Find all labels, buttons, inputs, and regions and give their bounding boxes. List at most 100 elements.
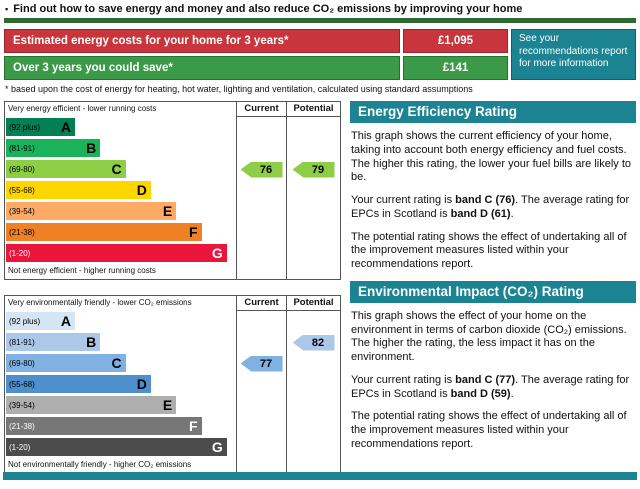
current-cell	[236, 332, 286, 353]
potential-column-footer	[286, 264, 340, 279]
band-c-bar: (69-80) C	[6, 160, 126, 178]
average-rating-bold: band D (61)	[450, 207, 511, 220]
potential-column-header: Potential	[286, 296, 340, 311]
band-letter: D	[136, 376, 147, 392]
rating-band-row: (92 plus) A	[5, 117, 340, 138]
band-bar-area: (81-91) B	[5, 138, 236, 159]
potential-cell	[286, 201, 340, 222]
band-bar-area: (1-20) G	[5, 437, 236, 458]
band-c-bar: (69-80) C	[6, 354, 126, 372]
band-bar-area: (21-38) F	[5, 416, 236, 437]
text-segment: Your current rating is	[351, 194, 456, 206]
current-cell	[236, 437, 286, 458]
environmental-impact-chart: Very environmentally friendly - lower CO…	[4, 295, 341, 474]
environmental-rating-heading: Environmental Impact (CO₂) Rating	[350, 280, 636, 303]
text-segment: Your current rating is	[351, 373, 456, 386]
rating-band-row: (1-20) G	[5, 243, 340, 264]
chart-top-caption: Very energy efficient - lower running co…	[8, 104, 157, 113]
band-range-label: (92 plus)	[9, 122, 41, 132]
text-column: Energy Efficiency Rating This graph show…	[350, 101, 636, 489]
band-letter: E	[162, 203, 173, 219]
band-letter: G	[211, 245, 223, 261]
band-range-label: (69-80)	[9, 358, 35, 368]
text-segment: .	[510, 207, 514, 220]
band-letter: E	[162, 397, 173, 413]
energy-efficiency-chart: Very energy efficient - lower running co…	[4, 101, 341, 280]
chart-top-caption: Very environmentally friendly - lower CO…	[8, 298, 192, 307]
band-letter: A	[60, 119, 71, 135]
rating-band-row: (39-54) E	[5, 201, 340, 222]
charts-column: Very energy efficient - lower running co…	[4, 101, 341, 489]
potential-cell	[286, 374, 340, 395]
energy-paragraph-3: The potential rating shows the effect of…	[351, 230, 627, 271]
band-a-bar: (92 plus) A	[6, 312, 75, 330]
rating-band-row: (81-91) B 82	[5, 332, 340, 353]
potential-cell	[286, 243, 340, 264]
band-bar-area: (1-20) G	[5, 243, 236, 264]
band-range-label: (1-20)	[9, 248, 31, 258]
rating-band-row: (39-54) E	[5, 395, 340, 416]
rating-band-row: (69-80) C 77	[5, 353, 340, 374]
band-a-bar: (92 plus) A	[6, 118, 75, 136]
environment-paragraph-2: Your current rating is band C (77). The …	[351, 374, 636, 402]
text-segment: . The average rating for EPCs in Scotlan…	[351, 194, 630, 220]
band-letter: B	[86, 334, 97, 350]
band-e-bar: (39-54) E	[6, 396, 177, 414]
band-range-label: (21-38)	[9, 227, 35, 237]
band-bar-area: (39-54) E	[5, 395, 236, 416]
potential-column-header: Potential	[286, 102, 340, 117]
savings-label: Over 3 years you could save*	[4, 56, 400, 80]
section-title-line: ▪ Find out how to save energy and money …	[3, 2, 637, 17]
environment-paragraph-3: The potential rating shows the effect of…	[351, 410, 627, 450]
band-bar-area: (39-54) E	[5, 201, 236, 222]
current-cell	[236, 374, 286, 395]
estimated-costs-value: £1,095	[403, 29, 508, 53]
current-column-header: Current	[236, 102, 286, 117]
current-cell	[236, 243, 286, 264]
potential-cell	[286, 437, 340, 458]
rating-band-row: (55-68) D	[5, 374, 340, 395]
band-range-label: (92 plus)	[9, 316, 41, 326]
text-segment: .	[510, 387, 514, 400]
band-letter: B	[86, 140, 97, 156]
energy-paragraph-2: Your current rating is band C (76). The …	[351, 194, 636, 222]
potential-cell	[286, 353, 340, 374]
band-e-bar: (39-54) E	[6, 202, 177, 220]
band-range-label: (55-68)	[9, 379, 35, 389]
ratings-area: Very energy efficient - lower running co…	[4, 101, 636, 489]
estimated-costs-label: Estimated energy costs for your home for…	[4, 29, 400, 53]
rating-band-row: (21-38) F	[5, 222, 340, 243]
current-cell	[236, 395, 286, 416]
band-letter: D	[136, 182, 147, 198]
environment-paragraph-1: This graph shows the effect of your home…	[351, 309, 627, 363]
potential-cell	[286, 416, 340, 437]
band-range-label: (39-54)	[9, 206, 35, 216]
band-f-bar: (21-38) F	[6, 417, 202, 435]
rating-arrow: 82	[292, 334, 335, 351]
band-range-label: (81-91)	[9, 143, 35, 153]
rating-arrow: 77	[240, 355, 283, 372]
current-column-header: Current	[236, 296, 286, 311]
potential-cell	[286, 395, 340, 416]
band-letter: F	[188, 418, 198, 434]
potential-cell	[286, 311, 340, 332]
potential-cell	[286, 222, 340, 243]
rating-band-row: (92 plus) A	[5, 311, 340, 332]
section-title-text: Find out how to save energy and money an…	[13, 3, 523, 15]
section-divider-bar	[4, 18, 636, 23]
band-bar-area: (69-80) C	[5, 353, 236, 374]
energy-paragraph-1: This graph shows the current efficiency …	[351, 130, 632, 184]
potential-cell	[286, 138, 340, 159]
current-column-footer	[236, 264, 286, 279]
current-cell	[236, 416, 286, 437]
current-cell: 77	[236, 353, 286, 374]
rating-arrow: 76	[240, 161, 283, 178]
potential-cell	[286, 180, 340, 201]
band-range-label: (39-54)	[9, 400, 35, 410]
band-b-bar: (81-91) B	[6, 333, 101, 351]
band-d-bar: (55-68) D	[6, 375, 151, 393]
current-cell	[236, 201, 286, 222]
average-rating-bold: band D (59)	[450, 387, 511, 400]
current-cell	[236, 180, 286, 201]
environment-band-rows: (92 plus) A (81-91) B 82 (69-80) C 77 (55-68) D (3…	[5, 311, 340, 458]
